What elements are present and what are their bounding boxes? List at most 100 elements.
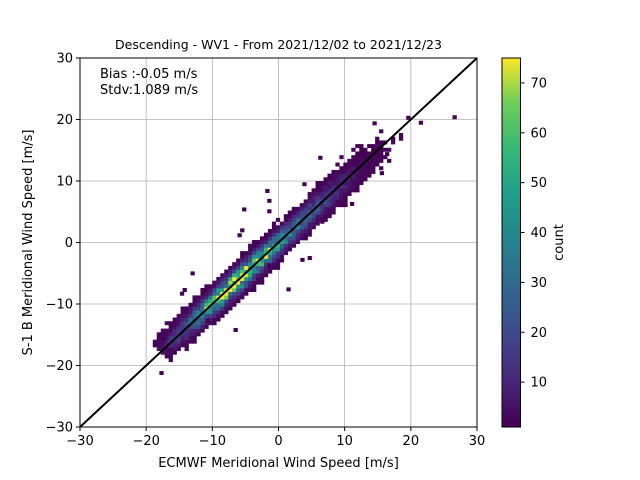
hist-cell: [263, 236, 269, 241]
hist-cell: [228, 265, 233, 270]
hist-cell: [347, 184, 352, 189]
hist-cell: [192, 339, 197, 344]
hist-cell: [168, 332, 173, 337]
hist-cell: [164, 339, 169, 344]
hist-cell: [176, 321, 181, 326]
hist-cell: [168, 321, 173, 326]
hist-cell: [236, 299, 241, 304]
hist-cell: [371, 147, 376, 152]
hist-cell-outlier: [182, 288, 187, 292]
hist-cell: [204, 313, 209, 318]
hist-cell: [371, 162, 376, 167]
hist-cell: [252, 240, 257, 245]
hist-cell: [184, 339, 189, 344]
hist-cell: [319, 206, 324, 211]
hist-cell: [204, 288, 209, 292]
hist-cell: [351, 173, 356, 178]
hist-cell: [240, 251, 245, 256]
hist-cell: [248, 251, 253, 256]
hist-cell: [351, 177, 356, 182]
hist-cell: [263, 254, 269, 259]
hist-cell: [343, 203, 348, 208]
x-tick-label: 30: [469, 434, 486, 449]
hist-cell: [208, 310, 213, 315]
hist-cell: [208, 295, 213, 300]
hist-cell: [220, 273, 225, 278]
hist-cell: [200, 295, 205, 300]
hist-cell: [216, 284, 221, 289]
hist-cell: [168, 328, 173, 333]
hist-cell: [180, 324, 185, 329]
hist-cell: [208, 288, 213, 292]
hist-cell: [287, 210, 293, 215]
hist-cell: [335, 181, 340, 185]
hist-cell: [319, 195, 324, 200]
hist-cell: [379, 140, 384, 145]
hist-cell: [240, 284, 245, 289]
hist-cell: [168, 347, 173, 352]
hist-cell: [311, 217, 316, 222]
hist-cell: [164, 328, 169, 333]
hist-cell: [256, 265, 261, 270]
hist-cell: [359, 166, 364, 171]
hist-cell: [307, 232, 312, 237]
hist-cell: [295, 236, 300, 241]
hist-cell-outlier: [372, 121, 377, 126]
hist-cell: [383, 155, 388, 160]
hist-cell-outlier: [159, 371, 164, 376]
hist-cell-outlier: [385, 152, 390, 157]
hist-cell: [335, 195, 340, 200]
hist-cell: [275, 258, 281, 263]
hist-cell: [371, 166, 376, 171]
hist-cell: [275, 254, 281, 259]
hist-cell: [248, 243, 253, 248]
hist-cell: [204, 299, 209, 304]
hist-cell: [252, 258, 257, 263]
hist-cell: [204, 321, 209, 326]
hist-cell: [359, 151, 364, 156]
hist-cell: [192, 321, 197, 326]
x-tick-label: 0: [274, 434, 282, 449]
hist-cell: [315, 188, 320, 193]
hist-cell: [263, 262, 269, 267]
hist-cell: [200, 306, 205, 311]
chart-title: Descending - WV1 - From 2021/12/02 to 20…: [115, 37, 442, 52]
hist-cell: [216, 313, 221, 318]
hist-cell: [343, 195, 348, 200]
hist-cell: [315, 192, 320, 197]
hist-cell: [311, 195, 316, 200]
hist-cell: [303, 236, 308, 241]
hist-cell: [188, 324, 193, 329]
hist-cell-outlier: [360, 177, 365, 182]
hist-cell: [232, 291, 237, 296]
hist-cell-outlier: [307, 256, 312, 261]
hist-cell: [335, 192, 340, 197]
hist-cell: [259, 273, 265, 278]
hist-cell: [279, 258, 285, 263]
hist-cell: [339, 199, 344, 204]
hist-cell: [240, 254, 245, 259]
hist-cell: [271, 236, 277, 241]
y-tick-label: 10: [56, 175, 73, 190]
hist-cell: [208, 284, 213, 289]
hist-cell: [216, 291, 221, 296]
hist-cell: [331, 169, 336, 174]
hist-cell: [271, 232, 277, 237]
hist-cell: [212, 321, 217, 326]
hist-cell: [180, 339, 185, 344]
hist-cell: [259, 258, 265, 263]
hist-cell-outlier: [205, 318, 210, 323]
hist-cell: [323, 217, 328, 222]
hist-cell: [327, 206, 332, 211]
hist-cell: [220, 313, 225, 318]
hist-cell: [180, 306, 185, 311]
hist-cell: [267, 254, 273, 259]
colorbar-tick-label: 30: [531, 276, 548, 291]
hist-cell: [283, 217, 289, 222]
hist-cell: [256, 262, 261, 267]
hist-cell: [196, 299, 201, 304]
hist-cell: [291, 232, 297, 237]
hist-cell: [200, 324, 205, 329]
hist-cell: [228, 276, 233, 281]
